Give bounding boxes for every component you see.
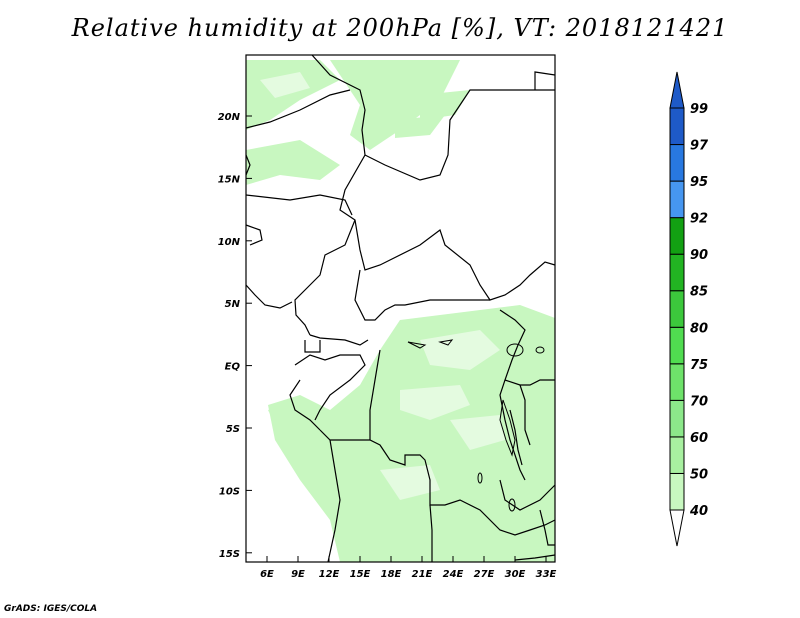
colorbar-label: 95	[690, 175, 708, 190]
humidity-shading-light	[260, 72, 505, 500]
colorbar-label: 70	[690, 394, 708, 409]
lakes	[407, 339, 545, 512]
colorbar-segment	[669, 253, 685, 292]
lat-tick-label: 5N	[225, 299, 241, 310]
colorbar-segment	[669, 326, 685, 365]
lon-tick-label: 33E	[536, 569, 557, 580]
lat-tick-label: EQ	[225, 362, 241, 373]
colorbar-segment	[669, 363, 685, 401]
lon-tick-label: 12E	[319, 569, 340, 580]
colorbar-label: 90	[690, 248, 708, 263]
grads-credit: GrADS: IGES/COLA	[4, 604, 98, 614]
lat-tick-label: 15S	[219, 549, 240, 560]
lat-tick-label: 15N	[218, 174, 241, 185]
colorbar: 40 50 60 70 75 80 85 90 92 95 97 99	[669, 71, 709, 547]
colorbar-label: 75	[690, 358, 708, 373]
lon-tick-label: 18E	[381, 569, 402, 580]
lon-tick-label: 21E	[412, 569, 433, 580]
colorbar-label: 97	[690, 139, 709, 154]
lon-tick-label: 24E	[443, 569, 464, 580]
colorbar-label: 92	[690, 212, 708, 227]
lon-tick-label: 30E	[505, 569, 526, 580]
colorbar-label: 40	[689, 504, 708, 519]
lat-tick-label: 10S	[219, 486, 240, 497]
colorbar-label: 85	[690, 285, 708, 300]
colorbar-segment	[669, 399, 685, 438]
lon-tick-label: 6E	[260, 569, 274, 580]
lat-tick-label: 5S	[226, 424, 240, 435]
lon-tick-label: 9E	[291, 569, 305, 580]
colorbar-low-arrow	[669, 509, 685, 547]
colorbar-segment	[669, 180, 685, 219]
colorbar-label: 99	[690, 102, 708, 117]
colorbar-label: 80	[690, 321, 708, 336]
lat-axis: 20N 15N 10N 5N EQ 5S 10S 15S	[218, 112, 252, 560]
colorbar-label: 50	[690, 467, 708, 482]
lat-tick-label: 20N	[218, 112, 241, 123]
colorbar-high-arrow	[669, 71, 685, 109]
colorbar-segment	[669, 472, 685, 511]
lon-tick-label: 15E	[350, 569, 371, 580]
colorbar-segment	[669, 290, 685, 328]
lat-tick-label: 10N	[218, 237, 241, 248]
colorbar-segment	[669, 436, 685, 474]
colorbar-segment	[669, 217, 685, 255]
lon-tick-label: 27E	[474, 569, 495, 580]
colorbar-label: 60	[690, 431, 708, 446]
lon-axis: 6E 9E 12E 15E 18E 21E 24E 27E 30E 33E	[260, 556, 557, 580]
map-title: Relative humidity at 200hPa [%], VT: 201…	[71, 14, 729, 42]
colorbar-segment	[669, 107, 685, 146]
colorbar-segment	[669, 144, 685, 182]
map-frame	[245, 54, 556, 563]
